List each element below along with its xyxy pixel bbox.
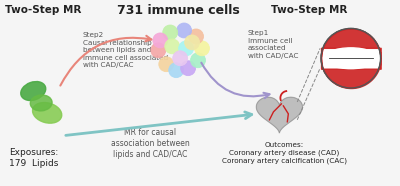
Text: Exposures:
179  Lipids: Exposures: 179 Lipids (10, 147, 59, 168)
Circle shape (159, 57, 174, 72)
Circle shape (163, 25, 178, 40)
Text: Step1
Immune cell
associated
with CAD/CAC: Step1 Immune cell associated with CAD/CA… (248, 31, 298, 59)
Circle shape (179, 41, 194, 56)
Text: 731 immune cells: 731 immune cells (117, 4, 240, 17)
Circle shape (181, 61, 196, 76)
Ellipse shape (30, 95, 52, 111)
Polygon shape (256, 97, 302, 133)
Circle shape (194, 41, 210, 56)
Circle shape (190, 53, 206, 68)
Ellipse shape (21, 81, 46, 100)
Text: MR for causal
association between
lipids and CAD/CAC: MR for causal association between lipids… (111, 128, 190, 159)
Text: Outcomes:
Coronary artery disease (CAD)
Coronary artery calcification (CAC): Outcomes: Coronary artery disease (CAD) … (222, 142, 347, 164)
Circle shape (173, 51, 188, 66)
Circle shape (321, 28, 381, 88)
Circle shape (153, 33, 168, 48)
Circle shape (177, 23, 192, 38)
Circle shape (185, 35, 200, 50)
Circle shape (151, 43, 166, 58)
Ellipse shape (323, 48, 378, 69)
Circle shape (188, 29, 204, 44)
Text: Two-Step MR: Two-Step MR (6, 5, 82, 15)
Text: Two-Step MR: Two-Step MR (272, 5, 348, 15)
Circle shape (169, 63, 184, 78)
Text: Step2
Causal relationship
between lipids and
immune cell associated
with CAD/CAC: Step2 Causal relationship between lipids… (83, 32, 168, 68)
Ellipse shape (32, 102, 62, 123)
Circle shape (165, 39, 180, 54)
